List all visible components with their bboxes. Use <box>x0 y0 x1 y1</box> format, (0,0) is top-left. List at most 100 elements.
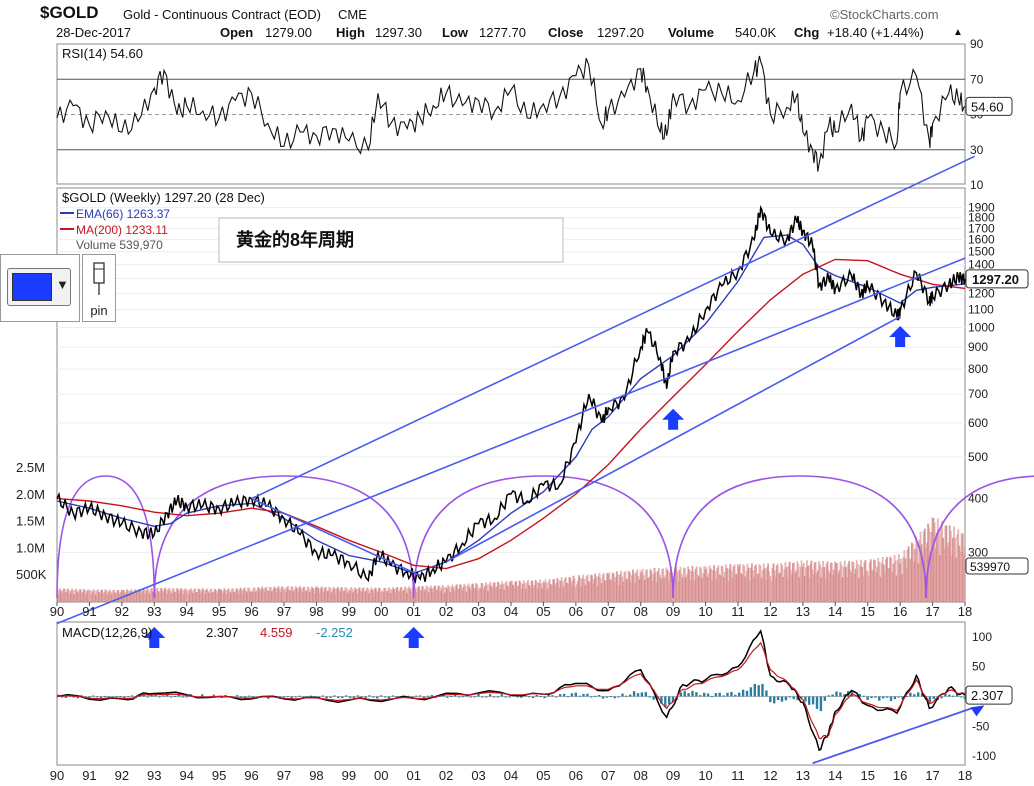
macd-x-label: 13 <box>796 768 810 783</box>
volume-bar <box>402 589 405 602</box>
volume-bar <box>142 588 145 602</box>
volume-bar <box>942 537 945 602</box>
macd-histogram-bar <box>944 693 947 697</box>
volume-bar <box>281 586 284 602</box>
volume-bar <box>696 574 699 602</box>
volume-bar <box>557 579 560 602</box>
macd-x-label: 08 <box>633 768 647 783</box>
volume-bar <box>253 587 256 602</box>
volume-bar <box>794 573 796 602</box>
volume-bar <box>743 565 746 602</box>
volume-bar <box>389 593 392 602</box>
dropdown-arrow-icon[interactable]: ▼ <box>56 277 69 292</box>
volume-bar <box>795 570 798 602</box>
price-tick-label: 300 <box>968 545 988 559</box>
volume-bar <box>703 565 706 602</box>
macd-histogram-bar <box>360 696 363 698</box>
volume-bar <box>674 572 676 602</box>
volume-bar <box>727 580 729 602</box>
macd-histogram-bar <box>88 696 91 699</box>
volume-bar <box>79 589 82 602</box>
macd-histogram-bar <box>671 696 675 703</box>
volume-bar <box>562 586 565 602</box>
volume-bar <box>487 590 489 602</box>
volume-bar <box>125 592 127 602</box>
volume-bar <box>241 593 244 602</box>
volume-bar <box>205 589 207 602</box>
volume-bar <box>631 575 633 602</box>
volume-bar <box>560 577 563 602</box>
volume-bar <box>609 579 612 602</box>
volume-bar <box>139 589 141 602</box>
volume-bar <box>74 589 77 602</box>
volume-value-tag-text: 539970 <box>970 560 1010 574</box>
macd-histogram-bar <box>520 696 523 698</box>
macd-histogram-bar <box>391 695 395 697</box>
volume-bar <box>500 584 502 602</box>
volume-bar <box>595 576 598 602</box>
volume-bar <box>263 592 266 602</box>
volume-bar <box>839 561 842 602</box>
volume-bar <box>133 589 136 602</box>
volume-bar <box>879 576 882 602</box>
volume-bar <box>675 566 678 602</box>
volume-bar <box>169 590 172 602</box>
macd-histogram-bar <box>407 695 410 697</box>
pin-icon[interactable] <box>83 255 115 303</box>
volume-bar <box>399 587 402 602</box>
volume-bar <box>485 582 487 602</box>
pin-label[interactable]: pin <box>90 303 108 318</box>
volume-bar <box>222 590 225 602</box>
macd-histogram-bar <box>294 696 297 698</box>
volume-bar <box>505 581 508 602</box>
collapse-caret-icon[interactable]: ▲ <box>953 27 963 38</box>
volume-bar <box>765 580 767 602</box>
volume-bar <box>853 573 856 602</box>
selected-color-swatch[interactable] <box>12 273 52 301</box>
volume-bar <box>742 564 745 602</box>
macd-histogram-bar <box>932 696 935 699</box>
macd-histogram-bar <box>578 695 581 697</box>
volume-bar <box>877 557 880 602</box>
volume-bar <box>87 589 90 602</box>
price-x-label: 16 <box>893 604 907 619</box>
volume-bar <box>784 562 787 602</box>
volume-bar <box>947 542 950 602</box>
volume-bar <box>489 582 492 602</box>
cycle-low-arrow-icon <box>143 627 166 648</box>
volume-bar <box>667 581 670 602</box>
volume-bar <box>682 567 685 602</box>
price-tick-label: 800 <box>968 362 988 376</box>
volume-bar <box>543 583 546 602</box>
volume-bar <box>434 585 437 602</box>
volume-bar <box>525 589 527 602</box>
volume-bar <box>530 580 533 602</box>
volume-bar <box>326 590 328 602</box>
volume-bar <box>944 526 947 602</box>
volume-bar <box>71 588 73 602</box>
macd-histogram-bar <box>769 696 772 703</box>
volume-bar <box>305 590 308 602</box>
macd-histogram-bar <box>504 696 507 698</box>
volume-bar <box>387 587 390 602</box>
macd-histogram-bar <box>893 696 897 700</box>
color-picker-button[interactable]: ▼ <box>7 268 71 306</box>
volume-bar <box>496 581 499 602</box>
volume-bar <box>429 585 432 602</box>
volume-bar <box>423 590 426 602</box>
volume-bar <box>401 591 404 602</box>
buy-arrow-icon <box>889 326 912 348</box>
volume-bar <box>225 594 228 602</box>
volume-bar <box>431 588 433 602</box>
volume-bar <box>215 593 218 602</box>
volume-bar <box>86 591 88 602</box>
volume-bar <box>502 584 505 602</box>
volume-bar <box>602 573 605 602</box>
price-x-label: 10 <box>698 604 712 619</box>
macd-histogram-bar <box>562 693 566 697</box>
volume-bar <box>450 586 453 602</box>
volume-bar <box>871 569 873 602</box>
volume-bar <box>933 522 936 602</box>
stockcharts-watermark[interactable]: ©StockCharts.com <box>830 7 939 22</box>
volume-bar <box>792 563 794 602</box>
